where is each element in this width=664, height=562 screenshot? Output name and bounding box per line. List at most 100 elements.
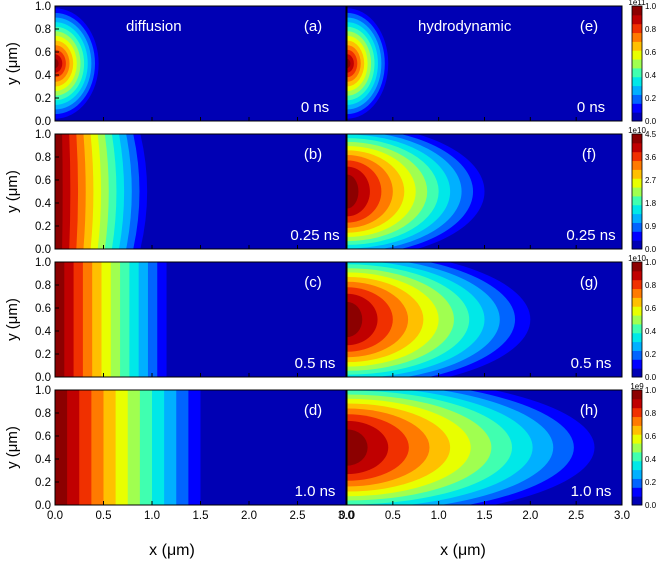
- panel-label: (c): [304, 274, 322, 291]
- panel-b: [55, 134, 346, 249]
- x-axis-label-right: x (μm): [440, 542, 486, 559]
- y-tick-label: 1.0: [35, 129, 51, 141]
- colorbar-swatch: [632, 32, 642, 42]
- x-tick-label: 3.0: [614, 510, 630, 522]
- colorbar-swatch: [632, 76, 642, 87]
- y-axis-label: y (μm): [4, 170, 21, 213]
- y-axis-label: y (μm): [4, 426, 21, 469]
- contour-band: [55, 390, 68, 505]
- colorbar-tick-label: 1.8: [645, 199, 657, 208]
- panel-d: [55, 390, 346, 505]
- contour-band: [347, 174, 359, 209]
- colorbar-swatch: [632, 85, 642, 95]
- colorbar-frame: [631, 5, 643, 122]
- colorbar-tick-label: 0.4: [645, 71, 657, 80]
- colorbar-tick-label: 0.6: [645, 432, 657, 441]
- panel-time: 0.25 ns: [566, 227, 615, 244]
- contour-band: [347, 429, 368, 466]
- colorbar-tick-label: 3.6: [645, 153, 657, 162]
- colorbar-swatch: [632, 67, 642, 78]
- y-tick-label: 0.0: [35, 372, 51, 384]
- colorbar-swatch: [632, 350, 642, 360]
- panel-time: 1.0 ns: [295, 483, 336, 500]
- colorbar-swatch: [632, 341, 642, 351]
- colorbar-swatch: [632, 279, 642, 290]
- x-axis-label-left: x (μm): [149, 542, 195, 559]
- colorbar-swatch: [632, 323, 642, 334]
- colorbar-swatch: [632, 231, 642, 241]
- contour-band: [55, 134, 63, 249]
- colorbar-swatch: [632, 478, 642, 488]
- x-tick-label: 0.0: [47, 510, 63, 522]
- panel-label: (b): [304, 146, 322, 163]
- colorbar-swatch: [632, 451, 642, 462]
- panel-a: [55, 6, 346, 121]
- colorbar-swatch: [632, 416, 642, 426]
- colorbar-swatch: [632, 288, 642, 298]
- colorbar-swatch: [632, 195, 642, 206]
- colorbar-scale: 1e11: [628, 0, 646, 7]
- panel-label: (d): [304, 402, 322, 419]
- contour-band: [347, 301, 363, 338]
- panel-time: 1.0 ns: [571, 483, 612, 500]
- colorbar-scale: 1e10: [628, 126, 646, 135]
- colorbar-swatch: [632, 142, 642, 153]
- colorbar-swatch: [632, 134, 642, 144]
- x-tick-label: 2.5: [568, 510, 584, 522]
- panel-time: 0 ns: [577, 99, 605, 116]
- colorbar-tick-label: 1.0: [645, 386, 657, 395]
- colorbar-swatch: [632, 460, 642, 471]
- x-tick-label: 1.0: [144, 510, 160, 522]
- y-tick-label: 1.0: [35, 385, 51, 397]
- panel-time: 0.25 ns: [290, 227, 339, 244]
- colorbar-swatch: [632, 204, 642, 215]
- colorbar-tick-label: 0.8: [645, 409, 657, 418]
- colorbar-swatch: [632, 94, 642, 104]
- y-tick-label: 1.0: [35, 257, 51, 269]
- colorbar-tick-label: 0.2: [645, 94, 657, 103]
- y-tick-label: 0.4: [35, 198, 52, 210]
- colorbar-swatch: [632, 178, 642, 188]
- colorbar-swatch: [632, 112, 642, 122]
- colorbar-swatch: [632, 270, 642, 281]
- y-tick-label: 0.8: [35, 280, 51, 292]
- x-tick-label: 1.5: [193, 510, 209, 522]
- colorbar-swatch: [632, 315, 642, 325]
- x-tick-label: 2.0: [522, 510, 538, 522]
- colorbar-tick-label: 0.4: [645, 327, 657, 336]
- y-tick-label: 0.8: [35, 408, 51, 420]
- colorbar-swatch: [632, 332, 642, 343]
- colorbar-tick-label: 0.8: [645, 281, 657, 290]
- column-title-diffusion: diffusion: [126, 18, 182, 35]
- y-tick-label: 0.2: [35, 221, 51, 233]
- colorbar-swatch: [632, 398, 642, 409]
- colorbar-swatch: [632, 297, 642, 307]
- colorbars-layer: 0.00.20.40.60.81.01e110.00.91.82.73.64.5…: [628, 0, 657, 510]
- panel-label: (e): [580, 18, 598, 35]
- colorbar-swatch: [632, 59, 642, 69]
- colorbar-swatch: [632, 425, 642, 435]
- y-tick-label: 0.0: [35, 116, 51, 128]
- panel-label: (h): [580, 402, 598, 419]
- panel-time: 0.5 ns: [295, 355, 336, 372]
- panels-layer: (a) 0 ns (b) 0.25 ns (c) 0.5 ns (d) 1.0 ns (e) 0 …: [55, 6, 622, 505]
- contour-band: [55, 58, 59, 69]
- y-tick-label: 0.6: [35, 303, 51, 315]
- colorbar-tick-label: 1.0: [645, 2, 657, 11]
- x-tick-label: 0.5: [385, 510, 401, 522]
- colorbar-scale: 1e9: [630, 382, 644, 391]
- panel-f: [347, 134, 622, 249]
- colorbar-swatch: [632, 487, 642, 497]
- colorbar-swatch: [632, 103, 642, 113]
- colorbar-tick-label: 4.5: [645, 130, 657, 139]
- colorbar-swatch: [632, 160, 642, 170]
- colorbar-swatch: [632, 41, 642, 51]
- colorbar-swatch: [632, 306, 642, 316]
- colorbar-frame: [631, 261, 643, 378]
- colorbar-swatch: [632, 50, 642, 60]
- x-tick-label: 2.5: [290, 510, 306, 522]
- colorbar-swatch: [632, 6, 642, 16]
- panel-c: [55, 262, 346, 377]
- y-tick-label: 0.0: [35, 500, 51, 512]
